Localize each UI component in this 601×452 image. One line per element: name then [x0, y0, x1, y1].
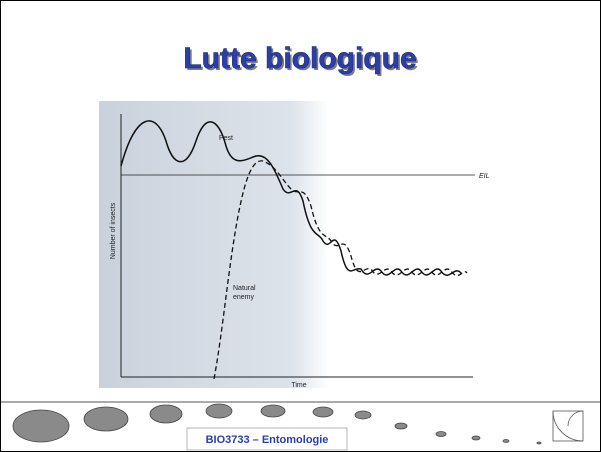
slide-canvas: Lutte biologique Lutte biologique Pest E… [1, 1, 600, 451]
spiral-icon [553, 411, 583, 441]
title: Lutte biologique [183, 42, 416, 75]
pest-label: Pest [219, 135, 233, 142]
y-axis-label: Number of insects [110, 202, 117, 259]
enemy-label-line: enemy [233, 294, 255, 301]
x-axis-label: Time [291, 382, 306, 389]
slide: Lutte biologique Lutte biologique Pest E… [0, 0, 601, 452]
figure-background [99, 101, 483, 388]
footer-text: BIO3733 – Entomologie [206, 434, 329, 446]
eil-label: EIL [479, 173, 490, 180]
enemy-label-line: Natural [233, 285, 256, 292]
